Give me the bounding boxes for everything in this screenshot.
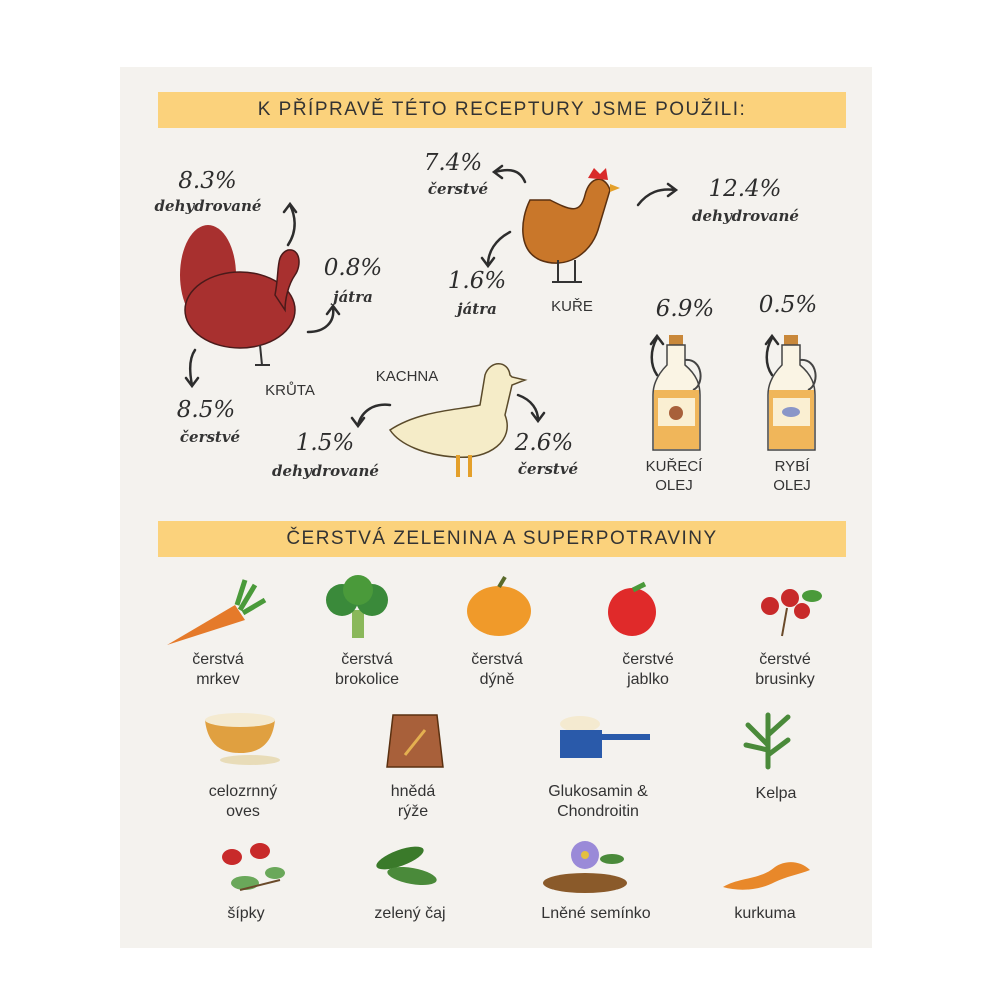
meat-section-banner: K PŘÍPRAVĚ TÉTO RECEPTURY JSME POUŽILI: [158,92,846,128]
carrot-icon [167,579,267,645]
duck-fresh-label: čerstvé [517,460,579,478]
oats-line1: celozrnný [208,783,278,800]
apple-line1: čerstvé [622,651,674,668]
chicken-dehydrated-pct: 12.4% [708,176,782,202]
chicken-liver-pct: 1.6% [447,268,507,294]
broccoli-line1: čerstvá [341,651,393,668]
vegetable-label-oats: celozrnný oves [168,782,318,822]
glucosamine-line1: Glukosamin & [548,783,648,800]
chicken-liver-label: játra [457,300,497,318]
arrow-icon [306,303,341,334]
vegetable-label-rosehips: šípky [227,905,265,922]
vegetable-label-carrot: čerstvá mrkev [143,650,293,690]
tea-leaves-icon [376,846,437,885]
vegetable-label-turmeric: kurkuma [734,905,796,922]
rice-line1: hnědá [390,783,436,800]
vegetable-label-pumpkin: čerstvá dýně [422,650,572,690]
glucosamine-line2: Chondroitin [557,803,639,820]
cranberries-line1: čerstvé [759,651,811,668]
chicken-fresh-pct: 7.4% [423,150,483,176]
kelp-icon [743,712,791,770]
vegetable-label-rice: hnědá rýže [338,782,488,822]
chicken-dehydrated-label: dehydrované [692,207,799,225]
turkey-dehydrated-label: dehydrované [154,197,262,215]
turkey-icon [180,201,300,389]
pumpkin-line2: dýně [479,671,515,688]
pumpkin-line1: čerstvá [471,651,523,668]
vegetable-label-apple: čerstvé jablko [573,650,723,690]
turkey-name: KRŮTA [265,382,315,399]
chicken-name: KUŘE [551,298,593,315]
chicken-oil-label: KUŘECÍ OLEJ [640,457,708,495]
fish-oil-label: RYBÍ OLEJ [758,457,826,495]
duck-dehydrated-label: dehydrované [272,462,379,480]
vegetable-label-flaxseed: Lněné semínko [541,905,651,922]
fish-oil-line1: RYBÍ [774,458,810,475]
flaxseed-icon [543,841,627,893]
carrot-line1: čerstvá [192,651,244,668]
chicken-oil-line2: OLEJ [655,477,693,494]
chicken-oil-bottle-icon [649,333,702,451]
fish-oil-bottle-icon [764,333,817,451]
chicken-icon [480,164,679,283]
vegetable-label-kelp: Kelpa [755,785,797,802]
rice-line2: rýže [397,803,429,820]
scoop-icon [560,716,650,758]
duck-icon [350,363,546,477]
apple-line2: jablko [627,671,669,688]
duck-dehydrated-pct: 1.5% [295,430,355,456]
carrot-line2: mrkev [196,671,240,688]
infographic-panel [120,67,872,948]
duck-name: KACHNA [375,368,439,385]
turkey-liver-label: játra [333,288,373,306]
fish-oil-pct: 0.5% [758,292,818,318]
turkey-dehydrated-pct: 8.3% [178,168,237,194]
turmeric-icon [723,862,810,890]
vegetable-label-cranberries: čerstvé brusinky [710,650,860,690]
apple-icon [608,581,656,636]
oats-bowl-icon [205,713,280,765]
cranberries-line2: brusinky [755,671,815,688]
turkey-fresh-label: čerstvé [179,428,241,446]
vegetable-label-green-tea: zelený čaj [374,905,446,922]
chicken-fresh-label: čerstvé [427,180,489,198]
duck-fresh-pct: 2.6% [514,430,574,456]
cranberries-icon [761,589,822,637]
vegetable-section-banner: ČERSTVÁ ZELENINA A SUPERPOTRAVINY [158,521,846,557]
chicken-oil-pct: 6.9% [655,296,715,322]
broccoli-icon [326,575,388,638]
broccoli-line2: brokolice [334,671,400,688]
rice-sack-icon [386,714,444,768]
fish-oil-line2: OLEJ [773,477,811,494]
pumpkin-icon [467,575,531,636]
chicken-oil-line1: KUŘECÍ [645,458,703,475]
rosehips-icon [222,843,285,891]
vegetable-label-glucosamine: Glukosamin & Chondroitin [523,782,673,822]
oats-line2: oves [226,803,260,820]
vegetable-label-broccoli: čerstvá brokolice [292,650,442,690]
turkey-fresh-pct: 8.5% [176,397,236,423]
turkey-liver-pct: 0.8% [323,255,383,281]
